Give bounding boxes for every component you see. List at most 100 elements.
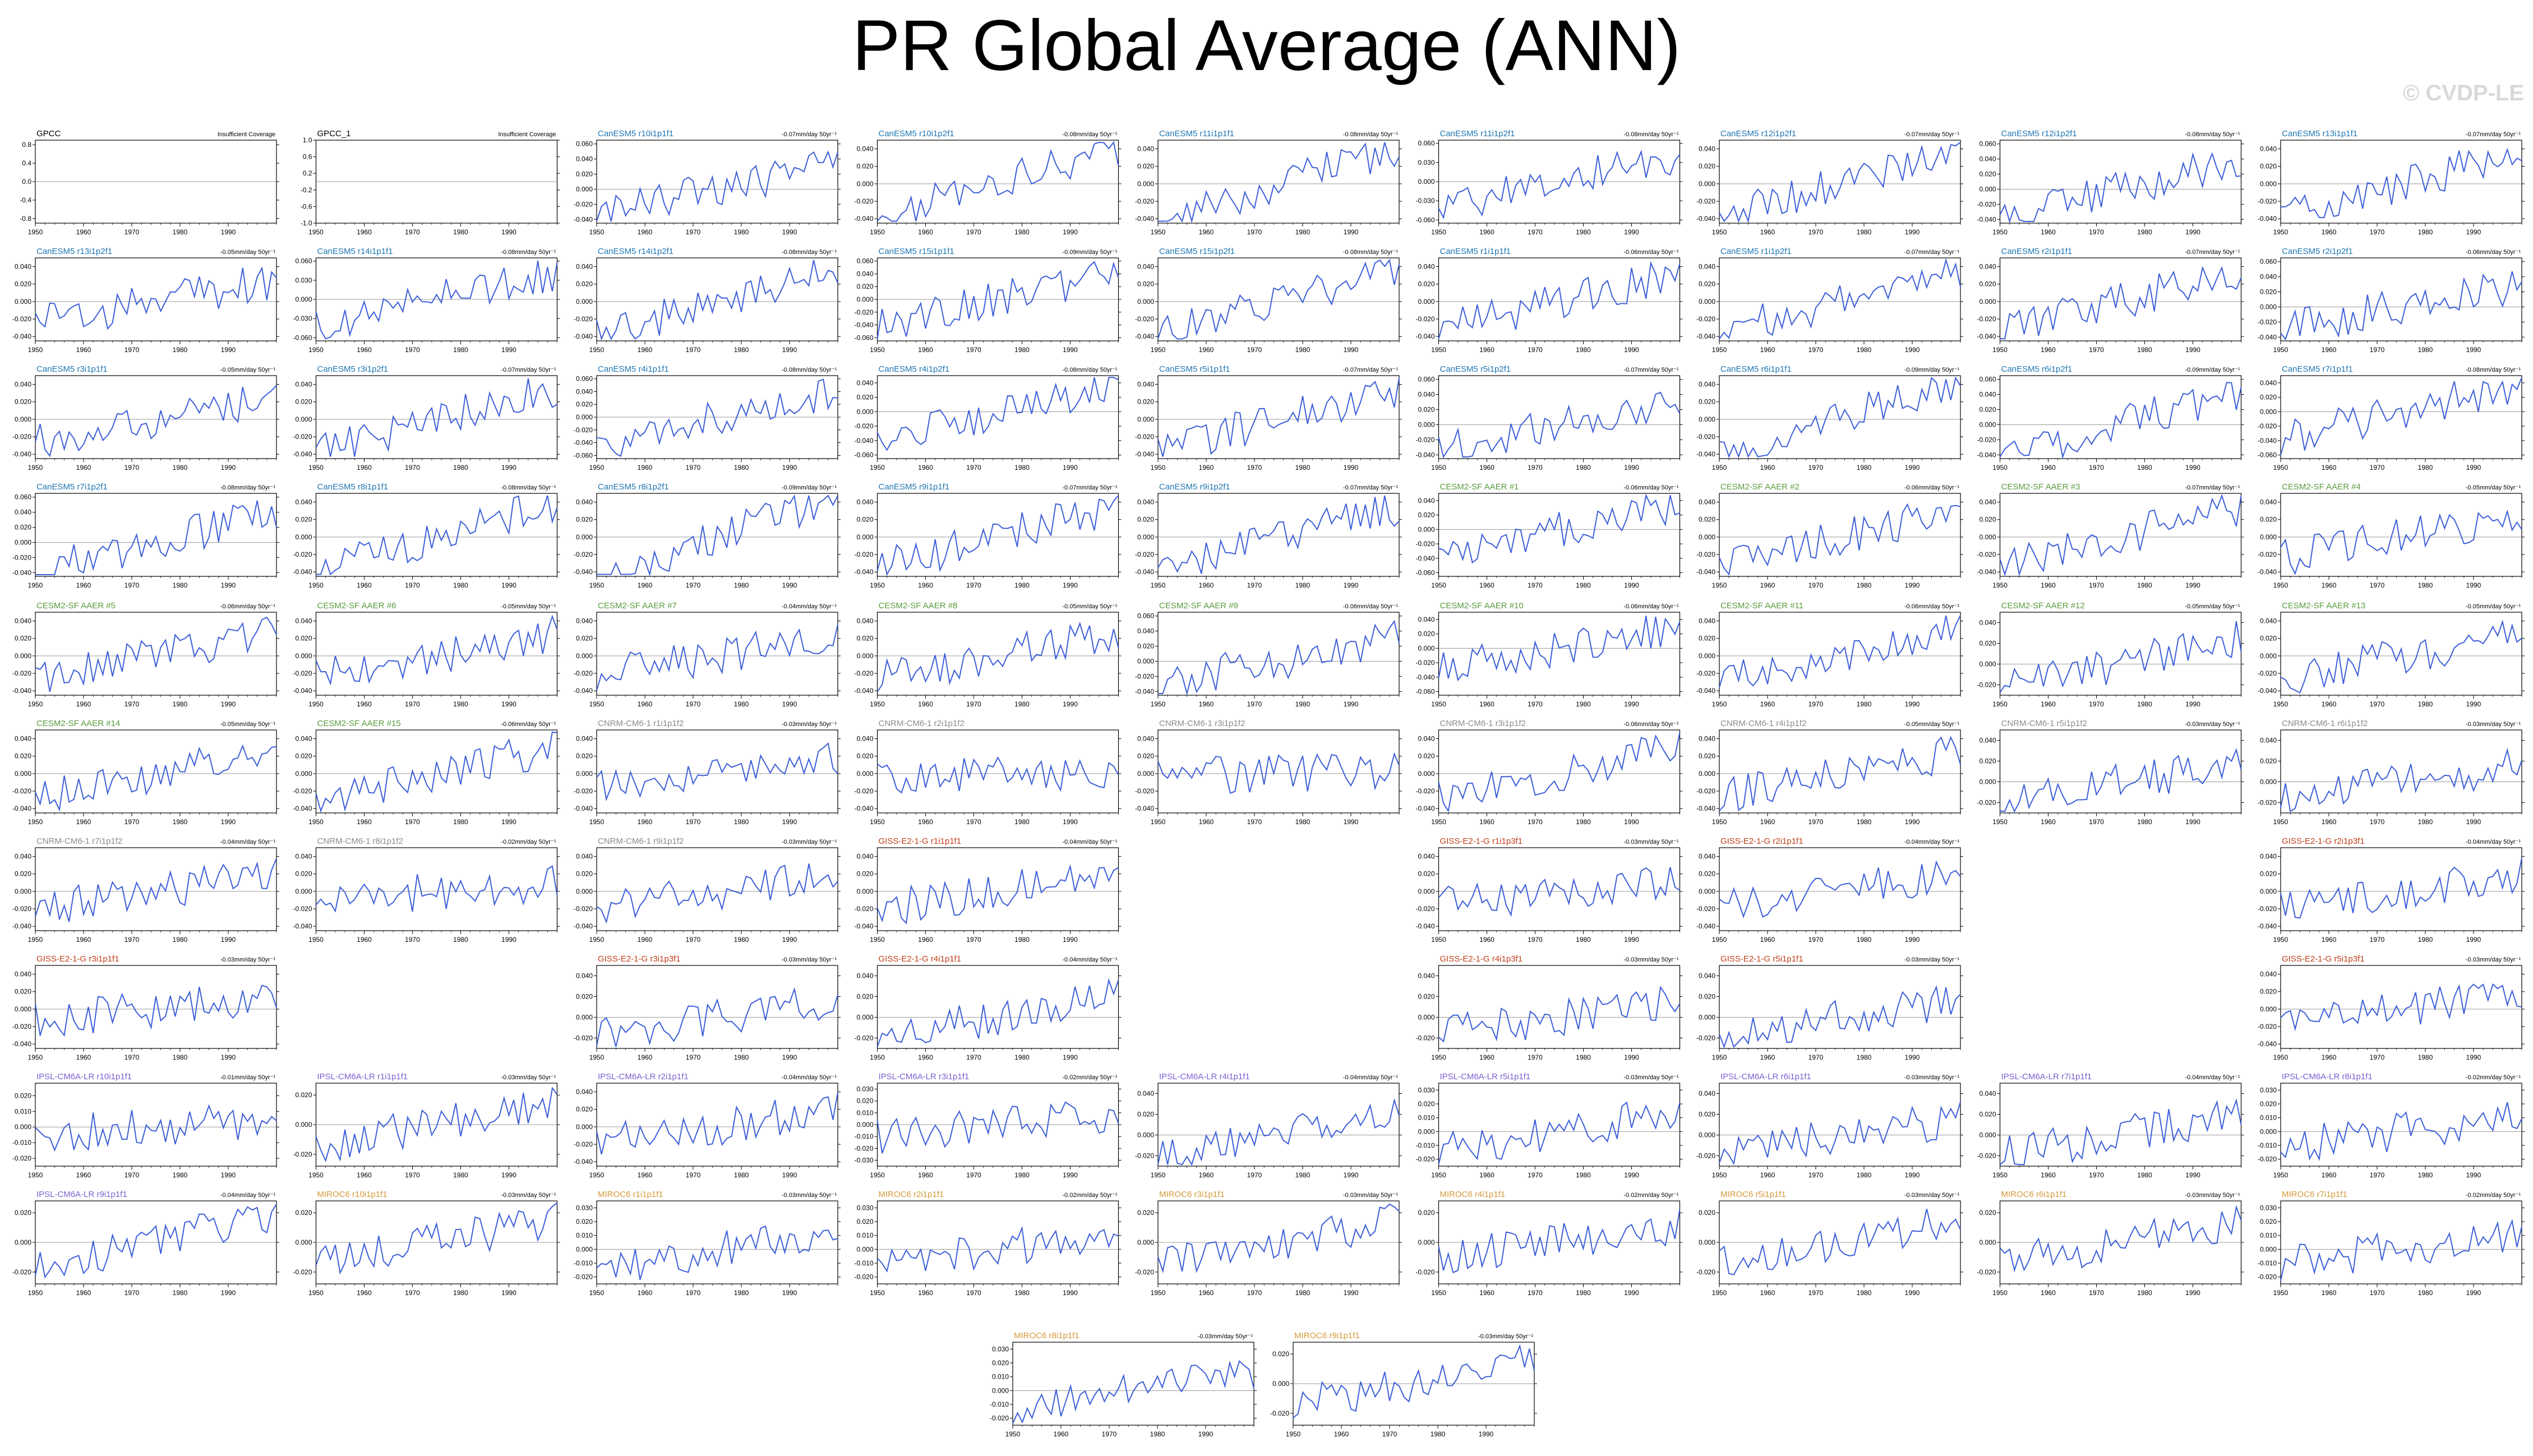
y-tick-label: -0.040 xyxy=(1977,332,1996,340)
y-tick-label: 0.040 xyxy=(1418,853,1434,861)
x-tick-label: 1960 xyxy=(638,818,653,826)
y-tick-label: 0.020 xyxy=(1979,170,1996,178)
series-line xyxy=(1719,503,1961,576)
x-tick-label: 1970 xyxy=(1808,581,1824,589)
x-tick-label: 1960 xyxy=(1199,1171,1214,1179)
x-tick-label: 1960 xyxy=(918,346,933,354)
y-tick-label: 0.020 xyxy=(576,1218,593,1226)
y-tick-label: 0.040 xyxy=(295,853,312,861)
x-tick-label: 1950 xyxy=(1992,581,2008,589)
panel-trend-label: -0.04mm/day 50yr⁻¹ xyxy=(220,1192,275,1199)
x-tick-label: 1980 xyxy=(173,700,188,708)
panel-title: CNRM-CM6-1 r8i1p1f2 xyxy=(317,836,403,846)
x-tick-label: 1980 xyxy=(453,346,468,354)
panel-trend-label: -0.06mm/day 50yr⁻¹ xyxy=(220,603,275,610)
panel-trend-label: -0.05mm/day 50yr⁻¹ xyxy=(2466,603,2521,610)
y-tick-label: 0.040 xyxy=(1979,263,1996,271)
x-tick-label: 1950 xyxy=(1712,1053,1727,1061)
y-tick-label: 0.000 xyxy=(1137,657,1154,665)
panel-canesm5-r14i1p2f1-11: CanESM5 r14i1p2f1 -0.08mm/day 50yr⁻¹ 0.040… xyxy=(574,247,841,354)
x-tick-label: 1980 xyxy=(453,1171,468,1179)
y-tick-label: 0.030 xyxy=(856,1085,873,1093)
panel-trend-label: -0.03mm/day 50yr⁻¹ xyxy=(1904,1074,1959,1081)
y-tick-label: 0.000 xyxy=(15,415,31,423)
x-tick-label: 1960 xyxy=(638,228,653,236)
panel-frame xyxy=(1438,847,1681,931)
y-tick-label: -0.020 xyxy=(1977,681,1996,689)
series-line xyxy=(1719,142,1961,224)
x-tick-label: 1980 xyxy=(734,818,749,826)
y-tick-label: 0.000 xyxy=(576,1123,593,1131)
x-tick-label: 1980 xyxy=(2418,1289,2433,1297)
series-line xyxy=(35,500,277,575)
x-tick-label: 1970 xyxy=(1528,818,1543,826)
panel-trend-label: -0.04mm/day 50yr⁻¹ xyxy=(782,603,837,610)
x-tick-label: 1970 xyxy=(405,346,420,354)
y-tick-label: 0.000 xyxy=(2260,1005,2277,1013)
panel-cnrm-cm6-1-r6i1p1f2-53: CNRM-CM6-1 r6i1p1f2 -0.03mm/day 50yr⁻¹ 0.0… xyxy=(2258,719,2525,826)
x-tick-label: 1990 xyxy=(221,464,236,472)
panel-frame xyxy=(1999,729,2242,813)
x-tick-label: 1950 xyxy=(308,346,324,354)
y-tick-label: 0.040 xyxy=(576,972,593,980)
y-tick-label: 0.020 xyxy=(1418,752,1434,760)
panel-canesm5-r9i1p2f1-31: CanESM5 r9i1p2f1 -0.07mm/day 50yr⁻¹ 0.040 0… xyxy=(1135,482,1402,589)
x-tick-label: 1960 xyxy=(76,581,91,589)
y-tick-label: -0.020 xyxy=(1977,799,1996,807)
series-line xyxy=(1438,616,1681,682)
x-tick-label: 1990 xyxy=(1905,346,1920,354)
panel-frame xyxy=(1719,612,1961,696)
x-tick-label: 1980 xyxy=(2137,346,2152,354)
panel-canesm5-r1i1p1f1-14: CanESM5 r1i1p1f1 -0.06mm/day 50yr⁻¹ 0.040 0… xyxy=(1415,247,1683,354)
panel-giss-e2-1-g-r5i1p1f1-69: GISS-E2-1-G r5i1p1f1 -0.03mm/day 50yr⁻¹ 0.… xyxy=(1696,954,1963,1061)
y-tick-label: -0.020 xyxy=(854,197,873,205)
y-tick-label: 0.000 xyxy=(1418,1127,1434,1135)
x-tick-label: 1970 xyxy=(966,346,981,354)
x-tick-label: 1990 xyxy=(221,228,236,236)
x-tick-label: 1990 xyxy=(782,581,797,589)
x-tick-label: 1960 xyxy=(2041,464,2056,472)
x-tick-label: 1970 xyxy=(686,228,701,236)
y-tick-label: 0.000 xyxy=(2260,303,2277,311)
panel-miroc6-r3i1p1f1-85: MIROC6 r3i1p1f1 -0.03mm/day 50yr⁻¹ 0.020 0.… xyxy=(1135,1190,1402,1297)
x-tick-label: 1980 xyxy=(1857,818,1872,826)
x-tick-label: 1970 xyxy=(405,1171,420,1179)
y-tick-label: -0.020 xyxy=(2258,1023,2277,1030)
y-tick-label: 0.020 xyxy=(2260,288,2277,296)
y-tick-label: 0.040 xyxy=(2260,145,2277,153)
x-tick-label: 1980 xyxy=(1576,346,1591,354)
y-tick-label: 0.020 xyxy=(1979,640,1996,648)
y-tick-label: 0.020 xyxy=(1418,406,1434,414)
y-tick-label: 0.060 xyxy=(576,375,593,383)
y-tick-label: 0.020 xyxy=(1418,1209,1434,1217)
panel-trend-label: -0.06mm/day 50yr⁻¹ xyxy=(1623,249,1678,256)
panel-title: CanESM5 r10i1p2f1 xyxy=(879,129,954,138)
panel-cnrm-cm6-1-r1i1p1f2-47: CNRM-CM6-1 r1i1p1f2 -0.03mm/day 50yr⁻¹ 0.0… xyxy=(574,719,841,826)
panel-trend-label: -0.08mm/day 50yr⁻¹ xyxy=(2466,367,2521,373)
x-tick-label: 1980 xyxy=(734,1289,749,1297)
panel-frame xyxy=(2280,965,2522,1049)
panel-title: CESM2-SF AAER #12 xyxy=(2001,601,2085,611)
panel-ipsl-cm6a-lr-r2i1p1f1-74: IPSL-CM6A-LR r2i1p1f1 -0.04mm/day 50yr⁻¹ 0… xyxy=(574,1072,841,1179)
x-tick-label: 1960 xyxy=(2041,1171,2056,1179)
panel-trend-label: -0.07mm/day 50yr⁻¹ xyxy=(1904,131,1959,138)
x-tick-label: 1950 xyxy=(308,936,324,944)
x-tick-label: 1950 xyxy=(28,1289,43,1297)
x-tick-label: 1960 xyxy=(2322,1289,2337,1297)
x-tick-label: 1960 xyxy=(2041,228,2056,236)
panel-title: CNRM-CM6-1 r7i1p1f2 xyxy=(36,836,122,846)
panel-trend-label: -0.06mm/day 50yr⁻¹ xyxy=(1343,603,1398,610)
panel-frame xyxy=(1999,140,2242,224)
panel-frame xyxy=(876,729,1119,813)
y-tick-label: 0.020 xyxy=(992,1359,1009,1367)
x-tick-label: 1960 xyxy=(76,818,91,826)
x-tick-label: 1960 xyxy=(1199,818,1214,826)
panel-trend-label: -0.04mm/day 50yr⁻¹ xyxy=(1904,839,1959,845)
y-tick-label: -0.020 xyxy=(1135,1152,1154,1160)
y-tick-label: 0.040 xyxy=(1699,498,1715,506)
y-tick-label: 0.000 xyxy=(15,888,31,895)
x-tick-label: 1960 xyxy=(76,1171,91,1179)
x-tick-label: 1990 xyxy=(1624,228,1639,236)
x-tick-label: 1990 xyxy=(501,936,516,944)
x-tick-label: 1990 xyxy=(501,228,516,236)
